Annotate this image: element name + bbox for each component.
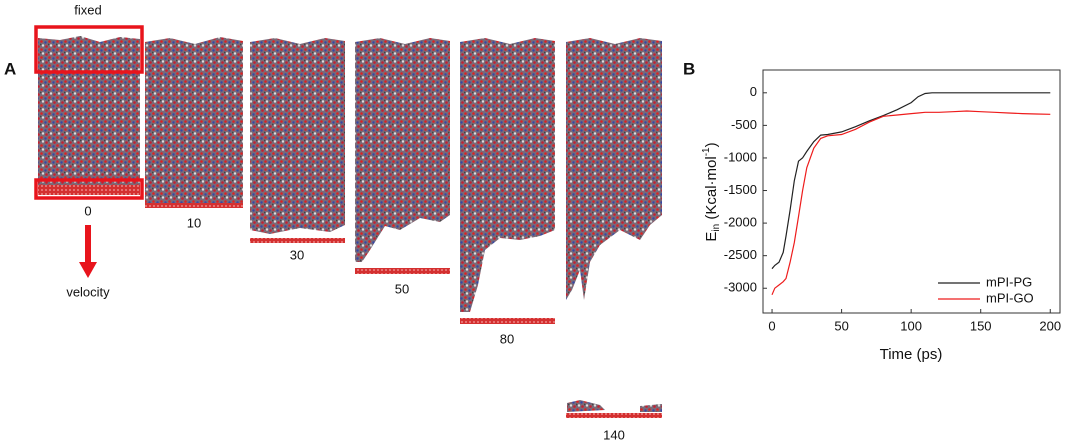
- base-layer: [250, 238, 345, 243]
- y-tick-label: -2500: [724, 247, 757, 262]
- base-layer: [145, 203, 243, 208]
- snapshot: [38, 36, 140, 185]
- snapshot-label: 30: [290, 247, 304, 262]
- y-title-part: ): [703, 142, 720, 147]
- snapshot: [460, 38, 555, 312]
- velocity-label: velocity: [66, 284, 110, 299]
- snapshot: [145, 37, 243, 203]
- y-title-part: in: [711, 224, 722, 232]
- arrow: [79, 225, 97, 278]
- y-title-part: -1: [701, 147, 712, 156]
- snapshot-label: 0: [84, 203, 91, 218]
- x-tick-label: 150: [970, 318, 992, 333]
- velocity-box: [34, 178, 144, 200]
- base-layer: [460, 318, 555, 324]
- y-tick-label: 0: [750, 84, 757, 99]
- snapshots: [34, 25, 662, 418]
- snapshot-labels: 0 10 30 50 80 140: [84, 203, 624, 442]
- y-tick-label: -500: [731, 117, 757, 132]
- y-tick-label: -3000: [724, 280, 757, 295]
- y-tick-label: -1500: [724, 182, 757, 197]
- x-tick-label: 200: [1039, 318, 1061, 333]
- snapshot: [250, 38, 345, 234]
- y-axis-title: Ein (Kcal·mol-1): [701, 142, 722, 241]
- snapshot-label: 10: [187, 215, 201, 230]
- y-tick-label: -2000: [724, 215, 757, 230]
- snapshot-label: 140: [603, 427, 625, 442]
- x-tick-label: 100: [900, 318, 922, 333]
- legend-label: mPI-GO: [986, 290, 1034, 305]
- base-layer: [566, 413, 662, 418]
- y-tick-label: -1000: [724, 149, 757, 164]
- x-tick-label: 0: [768, 318, 775, 333]
- snapshot: [355, 38, 450, 262]
- panel-label: A: [4, 59, 16, 78]
- y-title-part: (Kcal·mol: [703, 156, 720, 224]
- snapshot-label: 50: [395, 281, 409, 296]
- snapshot: [566, 38, 662, 300]
- x-tick-label: 50: [834, 318, 848, 333]
- snapshot-fragment: [567, 400, 662, 412]
- x-axis-title: Time (ps): [880, 346, 943, 363]
- series-line: [771, 92, 1051, 270]
- legend-label: mPI-PG: [986, 274, 1032, 289]
- fixed-box: [34, 25, 144, 74]
- y-title-part: E: [703, 232, 720, 242]
- base-layer: [355, 268, 450, 274]
- fixed-label: fixed: [74, 2, 101, 17]
- panel-label: B: [683, 59, 695, 78]
- snapshot-label: 80: [500, 331, 514, 346]
- base-layer: [38, 185, 140, 195]
- series-line: [771, 110, 1051, 296]
